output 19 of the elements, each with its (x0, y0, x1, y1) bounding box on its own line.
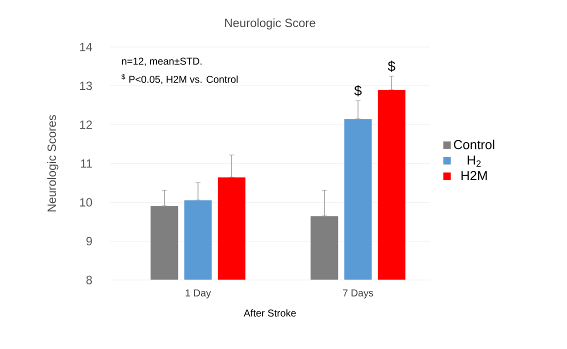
y-tick-label: 10 (80, 198, 92, 207)
annotation: n=12, mean±STD. (122, 58, 202, 66)
chart-title: Neurologic Score (225, 18, 316, 30)
legend-label: Control (454, 140, 494, 150)
y-tick-label: 8 (86, 276, 92, 284)
x-tick-label: 1 Day (186, 290, 211, 298)
y-tick-label: 12 (80, 120, 92, 129)
y-tick-label: 14 (80, 42, 92, 52)
legend-label: H$_{2}$ (468, 156, 481, 167)
x-tick-label: 7 Days (343, 290, 374, 298)
y-tick-label: 9 (86, 236, 92, 246)
x-axis-title: After Stroke (244, 309, 296, 317)
y-axis-title: Neurologic Scores (47, 115, 58, 212)
y-tick-label: 13 (80, 82, 92, 90)
y-tick-label: 11 (80, 159, 92, 168)
annotation: $ (354, 85, 362, 96)
legend-label: H2M (462, 170, 487, 180)
annotation: $ (388, 60, 396, 72)
annotation: $^{$}$ P<0.05, H2M vs. Control (121, 74, 238, 84)
